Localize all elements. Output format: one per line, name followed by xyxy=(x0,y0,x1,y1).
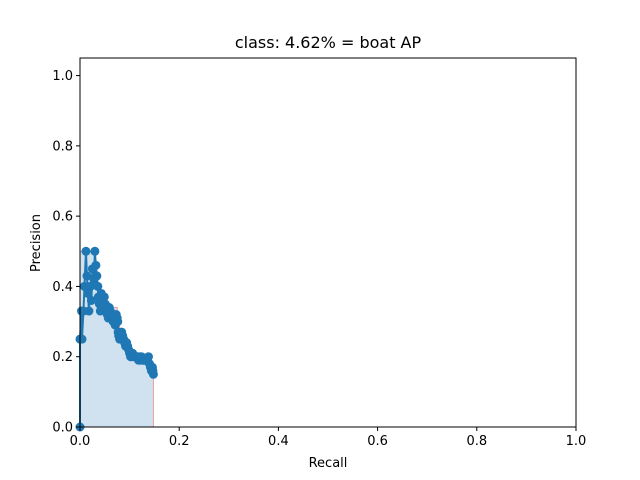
pr-point xyxy=(113,317,123,327)
x-tick-label: 0.6 xyxy=(367,434,388,449)
pr-point xyxy=(143,352,153,362)
y-tick-label: 0.2 xyxy=(52,350,73,365)
y-axis-label: Precision xyxy=(29,214,44,272)
chart-title: class: 4.62% = boat AP xyxy=(235,33,422,52)
plot-area xyxy=(75,246,158,432)
x-tick-label: 0.8 xyxy=(466,434,487,449)
y-tick-label: 0.0 xyxy=(52,421,73,436)
pr-point xyxy=(84,306,94,316)
pr-point xyxy=(99,292,109,302)
pr-point xyxy=(83,288,93,298)
y-tick-label: 0.4 xyxy=(52,280,73,295)
x-tick-label: 0.0 xyxy=(70,434,91,449)
x-tick-label: 1.0 xyxy=(566,434,587,449)
pr-point xyxy=(90,246,100,256)
pr-point xyxy=(91,260,101,270)
pr-point xyxy=(86,295,96,305)
axes-frame xyxy=(79,57,577,428)
x-tick-label: 0.4 xyxy=(268,434,289,449)
pr-point xyxy=(148,369,158,379)
y-tick-label: 0.6 xyxy=(52,210,73,225)
y-axis-ticks: 0.0 0.2 0.4 0.6 0.8 1.0 xyxy=(52,69,80,436)
y-tick-label: 1.0 xyxy=(52,69,73,84)
pr-point xyxy=(93,281,103,291)
pr-point xyxy=(92,271,102,281)
x-axis-ticks: 0.0 0.2 0.4 0.6 0.8 1.0 xyxy=(70,427,587,449)
y-tick-label: 0.8 xyxy=(52,139,73,154)
precision-recall-markers xyxy=(75,246,158,432)
x-tick-label: 0.2 xyxy=(169,434,190,449)
pr-point xyxy=(82,271,92,281)
pr-point xyxy=(85,281,95,291)
pr-point xyxy=(77,334,87,344)
x-axis-label: Recall xyxy=(309,456,348,471)
pr-point xyxy=(81,246,91,256)
